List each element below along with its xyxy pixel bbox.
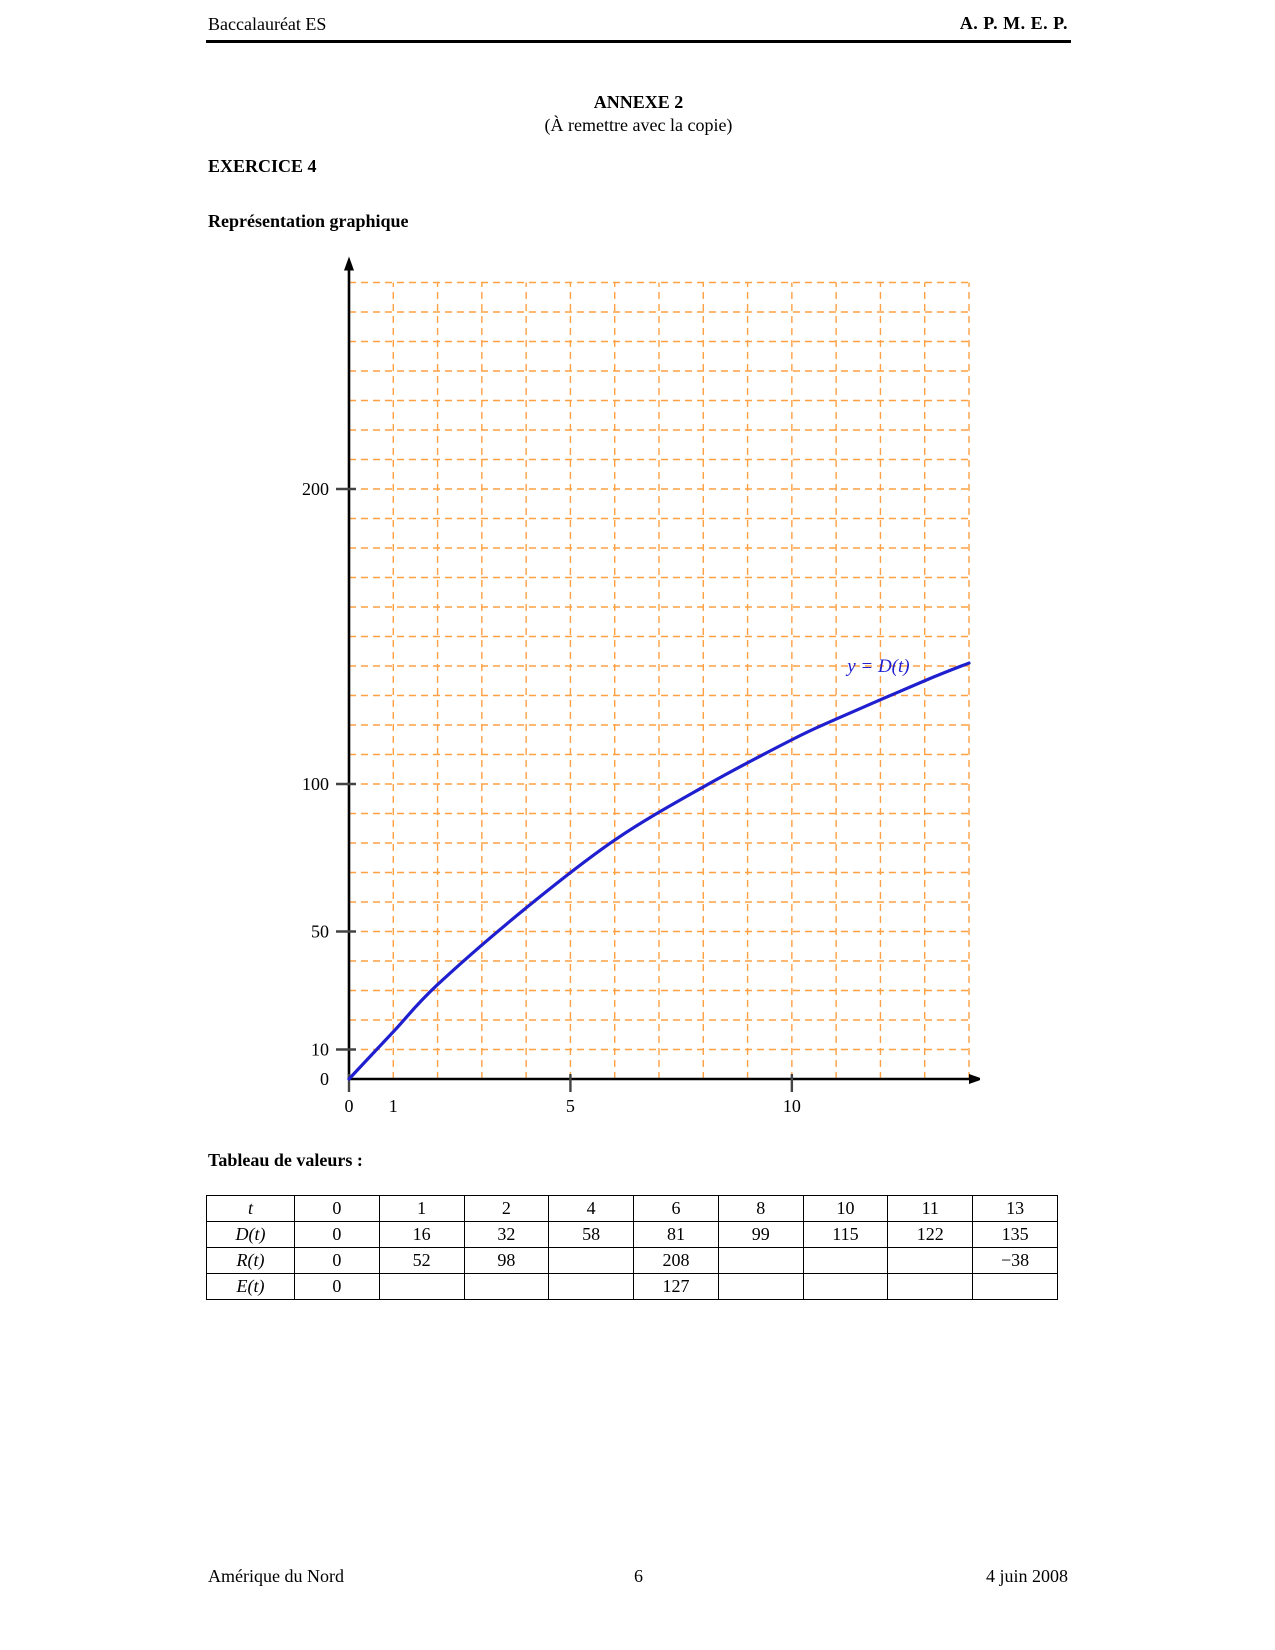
- annexe-title: ANNEXE 2: [593, 92, 684, 112]
- table-cell: 10: [802, 1195, 889, 1222]
- curve-label: y = D(t): [845, 656, 909, 677]
- annexe-subtitle: (À remettre avec la copie): [544, 115, 733, 135]
- footer-page-number: 6: [634, 1566, 643, 1586]
- table-cell: 1: [378, 1195, 465, 1222]
- row-label: E(t): [206, 1273, 295, 1300]
- row-label: t: [206, 1195, 295, 1222]
- section-title: Représentation graphique: [208, 211, 409, 231]
- table-cell: −38: [972, 1247, 1058, 1274]
- table-row: R(t) 0 52 98 208 −38: [206, 1247, 1058, 1274]
- table-cell: 208: [633, 1247, 719, 1274]
- footer-right-text: 4 juin 2008: [985, 1566, 1068, 1586]
- table-cell: 32: [463, 1221, 550, 1248]
- table-cell: 6: [633, 1195, 719, 1222]
- table-cell: 0: [294, 1247, 380, 1274]
- table-row: D(t) 0 16 32 58 81 99 115 122 135: [206, 1221, 1058, 1248]
- y-tick-label: 0: [320, 1069, 329, 1089]
- table-cell: [378, 1273, 465, 1300]
- x-tick-label: 0: [345, 1096, 354, 1116]
- y-tick-label: 200: [302, 479, 329, 499]
- header-left-text: Baccalauréat ES: [208, 14, 327, 34]
- table-cell: 4: [548, 1195, 635, 1222]
- table-cell: 0: [294, 1195, 380, 1222]
- curve-D: [347, 661, 971, 1081]
- x-tick-label: 5: [566, 1096, 575, 1116]
- table-cell: 0: [294, 1221, 380, 1248]
- table-cell: 58: [548, 1221, 635, 1248]
- table-cell: 98: [463, 1247, 550, 1274]
- footer-left-text: Amérique du Nord: [208, 1566, 344, 1586]
- table-cell: [548, 1273, 635, 1300]
- table-cell: 16: [378, 1221, 465, 1248]
- table-cell: 8: [717, 1195, 804, 1222]
- function-graph: 0 10 50 100 200 0 1 5 10 y = D(t): [302, 256, 980, 1116]
- header-rule: [206, 40, 1071, 43]
- header-right-text: A. P. M. E. P.: [959, 13, 1068, 33]
- y-tick-label: 100: [302, 774, 329, 794]
- values-table: t 0 1 2 4 6 8 10 11 13 D(t) 0 16 32 58 81 99 115 122 135 R(t…: [206, 1195, 1058, 1300]
- x-tick-label: 10: [783, 1096, 801, 1116]
- table-row: t 0 1 2 4 6 8 10 11 13: [206, 1195, 1058, 1222]
- table-cell: [972, 1273, 1058, 1300]
- table-cell: 0: [294, 1273, 380, 1300]
- table-cell: 13: [972, 1195, 1058, 1222]
- values-table-body: t 0 1 2 4 6 8 10 11 13 D(t) 0 16 32 58 81 99 115 122 135 R(t…: [206, 1195, 1058, 1300]
- table-cell: [717, 1247, 804, 1274]
- x-tick-label: 1: [389, 1096, 398, 1116]
- row-label: D(t): [206, 1221, 295, 1248]
- table-cell: 2: [463, 1195, 550, 1222]
- table-cell: 135: [972, 1221, 1058, 1248]
- table-cell: [717, 1273, 804, 1300]
- row-label: R(t): [206, 1247, 295, 1274]
- x-axis-arrowhead: [969, 1074, 980, 1084]
- table-cell: 115: [802, 1221, 889, 1248]
- table-row: E(t) 0 127: [206, 1273, 1058, 1300]
- table-cell: [887, 1273, 974, 1300]
- table-cell: [463, 1273, 550, 1300]
- table-cell: 52: [378, 1247, 465, 1274]
- exercise-title: EXERCICE 4: [208, 156, 317, 176]
- table-cell: [802, 1247, 889, 1274]
- table-cell: 81: [633, 1221, 719, 1248]
- y-tick-label: 10: [311, 1040, 329, 1060]
- y-tick-label: 50: [311, 922, 329, 942]
- table-cell: 11: [887, 1195, 974, 1222]
- table-cell: 122: [887, 1221, 974, 1248]
- table-cell: [802, 1273, 889, 1300]
- table-cell: 127: [633, 1273, 719, 1300]
- y-axis-arrowhead: [344, 256, 354, 271]
- table-cell: 99: [717, 1221, 804, 1248]
- table-cell: [548, 1247, 635, 1274]
- values-table-title: Tableau de valeurs :: [208, 1150, 363, 1170]
- table-cell: [887, 1247, 974, 1274]
